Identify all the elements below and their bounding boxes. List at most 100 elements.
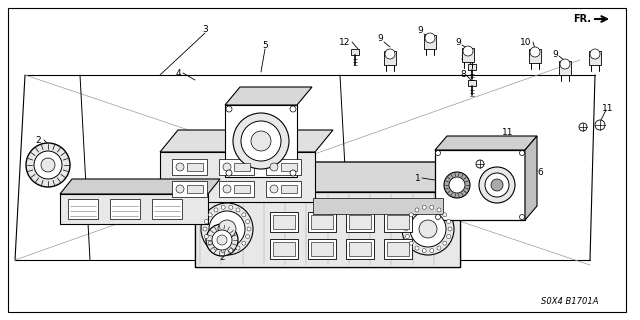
Circle shape — [437, 208, 441, 212]
Text: 9: 9 — [552, 50, 558, 59]
Bar — [273, 242, 295, 256]
Circle shape — [479, 167, 515, 203]
Bar — [270, 239, 298, 259]
Circle shape — [405, 220, 410, 223]
Circle shape — [476, 160, 484, 168]
Circle shape — [236, 246, 240, 250]
Circle shape — [444, 172, 470, 198]
Text: FR.: FR. — [573, 14, 591, 24]
Circle shape — [410, 211, 446, 247]
Bar — [349, 242, 371, 256]
Bar — [281, 163, 297, 171]
Bar — [172, 181, 207, 197]
Bar — [346, 239, 374, 259]
Circle shape — [204, 235, 209, 238]
Circle shape — [208, 241, 212, 245]
Circle shape — [246, 220, 250, 223]
Circle shape — [229, 249, 233, 253]
Text: 13: 13 — [484, 140, 496, 149]
Circle shape — [435, 214, 440, 220]
Bar — [308, 212, 336, 232]
Text: 8: 8 — [460, 53, 466, 62]
Bar — [351, 49, 359, 55]
Circle shape — [443, 213, 447, 217]
Circle shape — [214, 246, 218, 250]
Circle shape — [218, 220, 236, 238]
Circle shape — [217, 235, 227, 245]
Text: 3: 3 — [202, 25, 208, 34]
Circle shape — [242, 213, 246, 217]
Circle shape — [223, 163, 231, 171]
Bar — [187, 185, 203, 193]
Circle shape — [176, 163, 184, 171]
Polygon shape — [60, 179, 220, 194]
Text: 11: 11 — [502, 127, 514, 137]
Circle shape — [409, 213, 413, 217]
Bar — [172, 159, 207, 175]
Bar — [273, 215, 295, 229]
Text: 9: 9 — [455, 37, 461, 46]
Polygon shape — [195, 162, 485, 192]
Circle shape — [214, 208, 218, 212]
Circle shape — [246, 235, 250, 238]
Circle shape — [419, 220, 437, 238]
Circle shape — [430, 249, 434, 253]
Text: 11: 11 — [602, 103, 614, 113]
Polygon shape — [160, 152, 315, 202]
Circle shape — [437, 246, 441, 250]
Bar — [424, 35, 436, 49]
Circle shape — [491, 179, 503, 191]
Bar — [266, 181, 301, 197]
Bar — [462, 48, 474, 62]
Circle shape — [229, 205, 233, 209]
Bar — [387, 242, 409, 256]
Circle shape — [204, 220, 209, 223]
Bar — [281, 185, 297, 193]
Circle shape — [422, 249, 426, 253]
Circle shape — [530, 47, 540, 57]
Circle shape — [290, 106, 296, 112]
Text: 10: 10 — [520, 37, 532, 46]
Circle shape — [41, 158, 55, 172]
Circle shape — [447, 235, 451, 238]
Circle shape — [422, 205, 426, 209]
Text: 2: 2 — [219, 253, 225, 262]
Bar — [225, 105, 297, 177]
Polygon shape — [195, 192, 460, 267]
Circle shape — [435, 150, 440, 156]
Circle shape — [241, 121, 281, 161]
Circle shape — [247, 227, 251, 231]
Circle shape — [201, 203, 253, 255]
Text: 7: 7 — [510, 146, 516, 155]
Polygon shape — [435, 136, 537, 150]
Circle shape — [221, 205, 225, 209]
Text: 4: 4 — [175, 68, 181, 77]
Bar — [435, 150, 525, 220]
Bar — [68, 199, 98, 219]
Circle shape — [242, 241, 246, 245]
Circle shape — [579, 123, 587, 131]
Bar — [384, 51, 396, 65]
Circle shape — [226, 106, 232, 112]
Circle shape — [425, 33, 435, 43]
Circle shape — [236, 208, 240, 212]
Circle shape — [385, 49, 395, 59]
Circle shape — [590, 49, 600, 59]
Polygon shape — [525, 136, 537, 220]
Circle shape — [270, 163, 278, 171]
Text: 2: 2 — [35, 135, 41, 145]
Circle shape — [212, 230, 232, 250]
Text: 8: 8 — [460, 69, 466, 78]
Circle shape — [409, 241, 413, 245]
Circle shape — [463, 46, 473, 56]
Bar — [468, 64, 476, 70]
Circle shape — [560, 59, 570, 69]
Circle shape — [448, 227, 452, 231]
Bar — [110, 199, 140, 219]
Circle shape — [430, 205, 434, 209]
Circle shape — [402, 203, 454, 255]
Bar — [387, 215, 409, 229]
Bar — [589, 51, 601, 65]
Polygon shape — [225, 87, 312, 105]
Circle shape — [223, 185, 231, 193]
